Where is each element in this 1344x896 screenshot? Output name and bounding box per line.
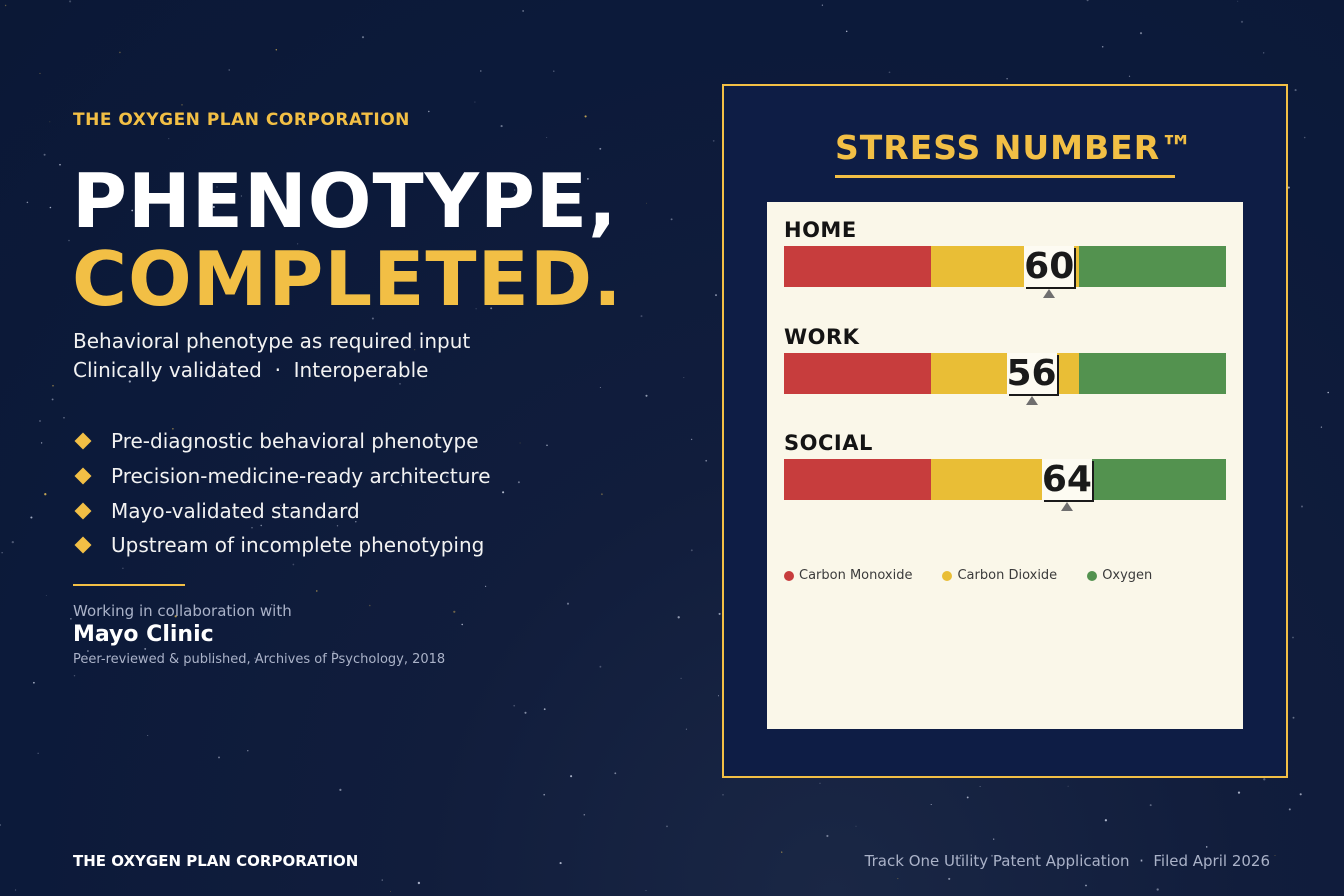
gauge-pointer-icon — [1025, 396, 1038, 405]
gauge-label-social: SOCIAL — [784, 431, 873, 455]
gauge-value-work: 56 — [1006, 353, 1057, 394]
feature-text: Upstream of incomplete phenotyping — [111, 533, 485, 558]
publication-citation: Peer-reviewed & published, Archives of P… — [73, 652, 446, 667]
panel-title: STRESS NUMBER™ — [835, 128, 1195, 167]
subtitle-line-2: Clinically validated · Interoperable — [73, 358, 429, 382]
diamond-bullet-icon — [74, 536, 92, 554]
gauge-segment-green — [1078, 459, 1226, 500]
gauge-segment-red — [784, 353, 932, 394]
list-item: Precision-medicine-ready architecture — [73, 459, 491, 494]
headline-line-1: PHENOTYPE, — [72, 157, 618, 245]
headline-line-2: COMPLETED. — [72, 235, 623, 323]
gauge-segment-green — [1078, 353, 1226, 394]
gauge-pointer-icon — [1043, 289, 1056, 298]
feature-text: Precision-medicine-ready architecture — [111, 464, 491, 489]
yellow-dot-icon — [942, 570, 953, 581]
gauge-label-home: HOME — [784, 218, 857, 242]
diamond-bullet-icon — [74, 432, 92, 450]
feature-list: Pre-diagnostic behavioral phenotype Prec… — [73, 424, 491, 563]
subtitle-line-1: Behavioral phenotype as required input — [73, 329, 471, 353]
green-dot-icon — [1087, 570, 1098, 581]
list-item: Upstream of incomplete phenotyping — [73, 528, 491, 563]
partner-name: Mayo Clinic — [73, 622, 214, 647]
collaboration-label: Working in collaboration with — [73, 602, 292, 620]
gauge-label-work: WORK — [784, 325, 860, 349]
gauge-legend: Carbon Monoxide Carbon Dioxide Oxygen — [784, 568, 1182, 583]
footer-company: THE OXYGEN PLAN CORPORATION — [73, 852, 359, 870]
feature-text: Pre-diagnostic behavioral phenotype — [111, 429, 479, 454]
title-underline — [835, 175, 1175, 178]
red-dot-icon — [784, 570, 794, 581]
legend-item-carbon-monoxide: Carbon Monoxide — [784, 568, 912, 583]
legend-label: Carbon Dioxide — [957, 568, 1058, 583]
gauge-bar-work — [784, 353, 1226, 394]
gauge-segment-red — [784, 459, 932, 500]
gauge-segment-green — [1078, 246, 1226, 287]
legend-item-carbon-dioxide: Carbon Dioxide — [942, 568, 1057, 583]
gauge-value-social: 64 — [1041, 459, 1092, 500]
section-divider — [73, 584, 185, 586]
gauge-segment-red — [784, 246, 932, 287]
feature-text: Mayo-validated standard — [111, 498, 360, 523]
legend-label: Carbon Monoxide — [799, 568, 913, 583]
footer-patent-note: Track One Utility Patent Application · F… — [864, 852, 1270, 870]
gauge-pointer-icon — [1060, 502, 1073, 511]
gauge-value-home: 60 — [1024, 246, 1075, 287]
gauge-segment-yellow — [931, 353, 1079, 394]
list-item: Pre-diagnostic behavioral phenotype — [73, 424, 491, 459]
company-eyebrow: THE OXYGEN PLAN CORPORATION — [73, 110, 410, 130]
diamond-bullet-icon — [74, 467, 92, 485]
legend-label: Oxygen — [1102, 568, 1153, 583]
gauge-bar-social — [784, 459, 1226, 500]
legend-item-oxygen: Oxygen — [1087, 568, 1152, 583]
list-item: Mayo-validated standard — [73, 493, 491, 528]
diamond-bullet-icon — [74, 502, 92, 520]
gauge-bar-home — [784, 246, 1226, 287]
